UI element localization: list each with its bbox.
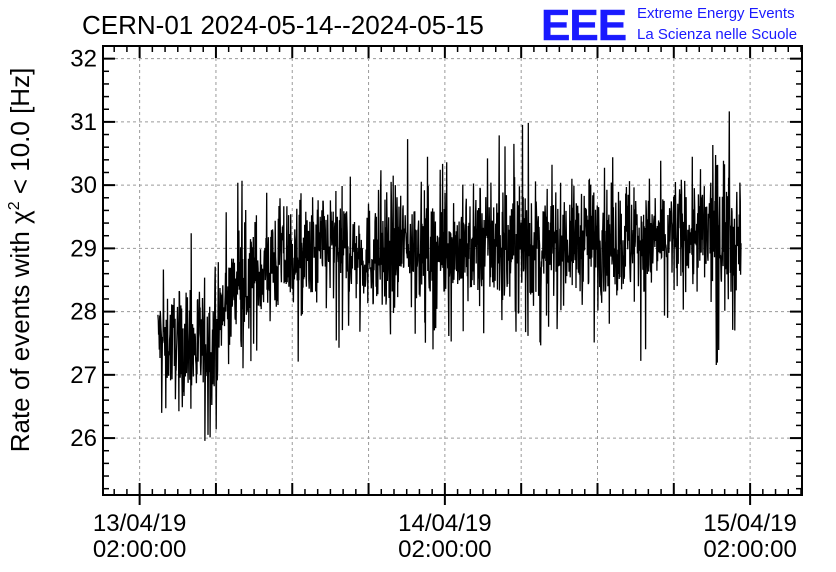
y-tick-label: 28	[70, 299, 97, 326]
x-axis: 13/04/1902:00:0014/04/1902:00:0015/04/19…	[93, 46, 802, 563]
plot-frame	[102, 45, 803, 496]
y-axis-label-chi: χ	[5, 210, 35, 224]
chart-title: CERN-01 2024-05-14--2024-05-15	[82, 10, 484, 40]
y-tick-label: 30	[70, 172, 97, 199]
eee-logo: EEE Extreme Energy Events La Scienza nel…	[541, 1, 797, 51]
x-tick-label-date: 13/04/19	[93, 510, 186, 537]
x-tick-label-date: 15/04/19	[703, 510, 796, 537]
y-axis-label-text: Rate of events with	[5, 224, 35, 452]
x-tick-label-time: 02:00:00	[703, 536, 796, 563]
y-tick-label: 32	[70, 46, 97, 73]
y-axis: 26 27 28 29 30 31 32	[70, 45, 802, 490]
y-tick-label: 31	[70, 109, 97, 136]
y-tick-label: 29	[70, 235, 97, 262]
x-tick-label-date: 14/04/19	[398, 510, 491, 537]
logo-line-1: Extreme Energy Events	[637, 5, 795, 22]
y-axis-label-superscript: 2	[6, 201, 23, 210]
logo-mark: EEE	[541, 1, 626, 50]
x-tick-label-time: 02:00:00	[93, 536, 186, 563]
rate-series-line	[157, 111, 742, 441]
logo-line-2: La Scienza nelle Scuole	[637, 26, 797, 43]
y-tick-label: 27	[70, 362, 97, 389]
data-series	[157, 111, 742, 441]
x-tick-label-time: 02:00:00	[398, 536, 491, 563]
y-tick-label: 26	[70, 425, 97, 452]
y-axis-label: Rate of events with χ2 < 10.0 [Hz]	[5, 68, 35, 453]
y-axis-label-threshold: < 10.0 [Hz]	[5, 68, 35, 202]
